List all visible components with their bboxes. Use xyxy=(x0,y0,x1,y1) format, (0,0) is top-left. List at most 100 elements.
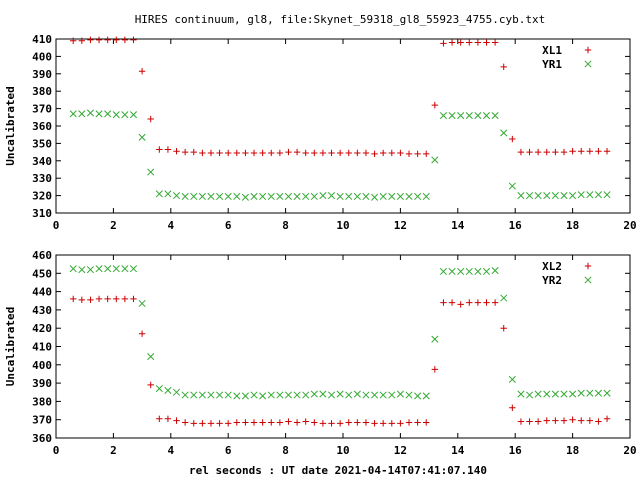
data-point xyxy=(466,39,473,46)
data-point xyxy=(595,148,602,155)
y-tick-label: 330 xyxy=(32,172,52,185)
legend-marker xyxy=(584,46,592,54)
data-point xyxy=(371,150,378,158)
x-axis-label: rel seconds : UT date 2021-04-14T07:41:0… xyxy=(189,464,487,477)
data-point xyxy=(525,391,534,399)
legend-marker xyxy=(584,276,592,284)
data-point xyxy=(284,192,293,201)
data-point xyxy=(457,301,464,308)
x-tick-label: 20 xyxy=(623,219,636,232)
data-point xyxy=(276,391,284,399)
data-point xyxy=(172,192,181,200)
plots-group: 0 2 4 6 8 10 12 14 16 18 2031032033034035036037038… xyxy=(4,33,637,457)
data-point xyxy=(586,389,594,397)
data-point xyxy=(491,299,499,306)
data-point xyxy=(293,148,301,156)
data-point xyxy=(397,420,404,427)
data-point xyxy=(250,391,258,399)
data-point xyxy=(517,418,525,425)
data-point xyxy=(293,192,301,201)
data-point xyxy=(414,150,421,158)
data-point xyxy=(173,417,180,424)
data-point xyxy=(603,191,611,199)
data-point xyxy=(474,299,482,306)
y-tick-label: 430 xyxy=(32,304,52,317)
legend-marker xyxy=(584,262,592,270)
data-point xyxy=(113,36,120,44)
data-point xyxy=(431,335,439,343)
chart-title: HIRES continuum, gl8, file:Skynet_59318_… xyxy=(135,13,546,26)
data-point xyxy=(362,149,370,157)
data-point xyxy=(155,385,163,393)
data-point xyxy=(448,299,456,306)
data-point xyxy=(198,192,206,201)
data-point xyxy=(164,415,172,422)
data-point xyxy=(70,37,77,44)
data-point xyxy=(276,149,284,157)
data-point xyxy=(78,266,86,274)
data-point xyxy=(491,267,499,275)
data-point xyxy=(560,390,568,398)
data-point xyxy=(199,149,206,157)
data-point xyxy=(353,192,361,201)
data-point xyxy=(431,156,439,164)
data-point xyxy=(336,149,344,157)
data-point xyxy=(440,299,447,306)
data-point xyxy=(396,192,404,201)
data-point xyxy=(70,295,77,303)
data-point xyxy=(457,112,465,120)
data-point xyxy=(345,192,353,201)
data-point xyxy=(371,193,379,201)
y-tick-label: 400 xyxy=(32,359,52,372)
data-point xyxy=(147,381,154,389)
data-point xyxy=(250,419,258,426)
data-point xyxy=(345,419,352,426)
data-point xyxy=(578,417,585,424)
data-point xyxy=(95,295,103,303)
data-point xyxy=(397,149,404,157)
x-tick-label: 0 xyxy=(53,444,60,457)
data-point xyxy=(319,149,327,157)
data-point xyxy=(113,295,120,303)
data-point xyxy=(448,39,456,46)
data-point xyxy=(388,149,395,157)
data-point xyxy=(405,391,413,399)
data-point xyxy=(259,149,266,157)
data-point xyxy=(224,192,232,201)
data-point xyxy=(164,146,172,153)
x-tick-label: 4 xyxy=(167,444,174,457)
y-tick-label: 420 xyxy=(32,322,52,335)
data-point xyxy=(156,415,163,422)
data-point xyxy=(302,149,309,157)
data-point xyxy=(474,112,482,120)
data-point xyxy=(164,386,172,394)
data-point xyxy=(95,110,103,118)
data-point xyxy=(569,390,577,398)
data-point xyxy=(379,391,387,399)
y-tick-label: 370 xyxy=(32,103,52,116)
data-point xyxy=(69,265,77,273)
data-point xyxy=(104,265,112,273)
data-point xyxy=(354,419,361,426)
data-point xyxy=(603,148,611,155)
x-tick-label: 12 xyxy=(394,444,407,457)
data-point xyxy=(543,192,551,200)
x-tick-label: 16 xyxy=(509,219,523,232)
data-point xyxy=(586,148,594,155)
data-point xyxy=(526,148,533,156)
data-point xyxy=(328,420,335,427)
x-tick-label: 10 xyxy=(336,219,349,232)
data-point xyxy=(466,299,473,306)
data-point xyxy=(284,391,293,399)
data-point xyxy=(138,330,146,337)
data-point xyxy=(268,149,275,157)
data-point xyxy=(423,150,430,158)
y-tick-label: 410 xyxy=(32,33,52,46)
data-point xyxy=(586,417,594,424)
data-point xyxy=(293,391,301,399)
data-point xyxy=(216,420,223,427)
data-point xyxy=(216,149,223,157)
x-tick-label: 8 xyxy=(282,444,289,457)
y-tick-label: 410 xyxy=(32,341,52,354)
y-tick-label: 390 xyxy=(32,377,52,390)
